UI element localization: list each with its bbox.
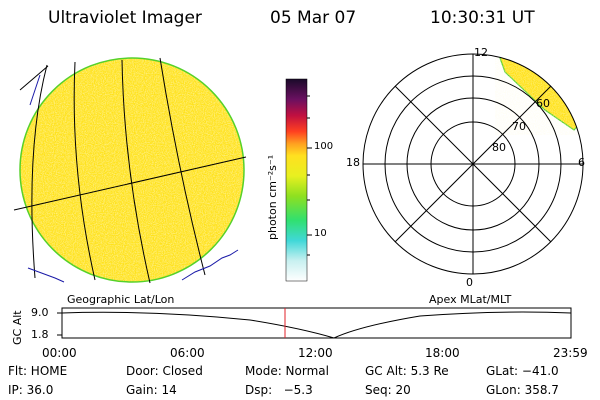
mlt-label-18: 18 — [346, 156, 360, 169]
status-glon: GLon: 358.7 — [486, 383, 559, 397]
altitude-plot — [57, 307, 572, 339]
mlat-label-80: 80 — [492, 141, 506, 154]
status-seq: Seq: 20 — [365, 383, 411, 397]
time-tick-0000: 00:00 — [42, 346, 77, 360]
time-tick-2359: 23:59 — [553, 346, 588, 360]
mlt-label-0: 0 — [466, 276, 473, 289]
status-mode: Mode: Normal — [245, 364, 329, 378]
status-filter: Flt: HOME — [8, 364, 68, 378]
mlt-label-12: 12 — [474, 46, 488, 59]
colorbar-tick-10: 10 — [314, 228, 327, 239]
geographic-grid — [13, 57, 247, 284]
colorbar-tick-100: 100 — [314, 141, 334, 152]
image-time: 10:30:31 UT — [430, 8, 535, 28]
geographic-caption: Geographic Lat/Lon — [67, 293, 175, 306]
mlt-label-6: 6 — [578, 156, 585, 169]
status-glat: GLat: −41.0 — [486, 364, 559, 378]
polar-plot — [362, 53, 584, 275]
apex-caption: Apex MLat/MLT — [429, 293, 512, 306]
colorbar-unit-label: photon cm⁻²s⁻¹ — [266, 154, 279, 240]
status-gc-alt: GC Alt: 5.3 Re — [365, 364, 449, 378]
altitude-tick-1-8: 1.8 — [31, 328, 49, 341]
status-gain: Gain: 14 — [126, 383, 177, 397]
coastline — [27, 74, 239, 283]
altitude-tick-9: 9.0 — [31, 306, 49, 319]
altitude-ylabel: GC Alt — [11, 310, 24, 345]
mlat-label-70: 70 — [512, 120, 526, 133]
status-dsp: Dsp: −5.3 — [245, 383, 313, 397]
status-ip: IP: 36.0 — [8, 383, 54, 397]
time-tick-1200: 12:00 — [298, 346, 333, 360]
time-tick-0600: 06:00 — [170, 346, 205, 360]
status-door: Door: Closed — [126, 364, 203, 378]
time-tick-1800: 18:00 — [425, 346, 460, 360]
mlat-label-60: 60 — [536, 97, 550, 110]
geographic-disk — [19, 57, 245, 283]
image-date: 05 Mar 07 — [270, 8, 357, 28]
color-scale-bar — [285, 78, 312, 282]
instrument-title: Ultraviolet Imager — [48, 8, 202, 28]
